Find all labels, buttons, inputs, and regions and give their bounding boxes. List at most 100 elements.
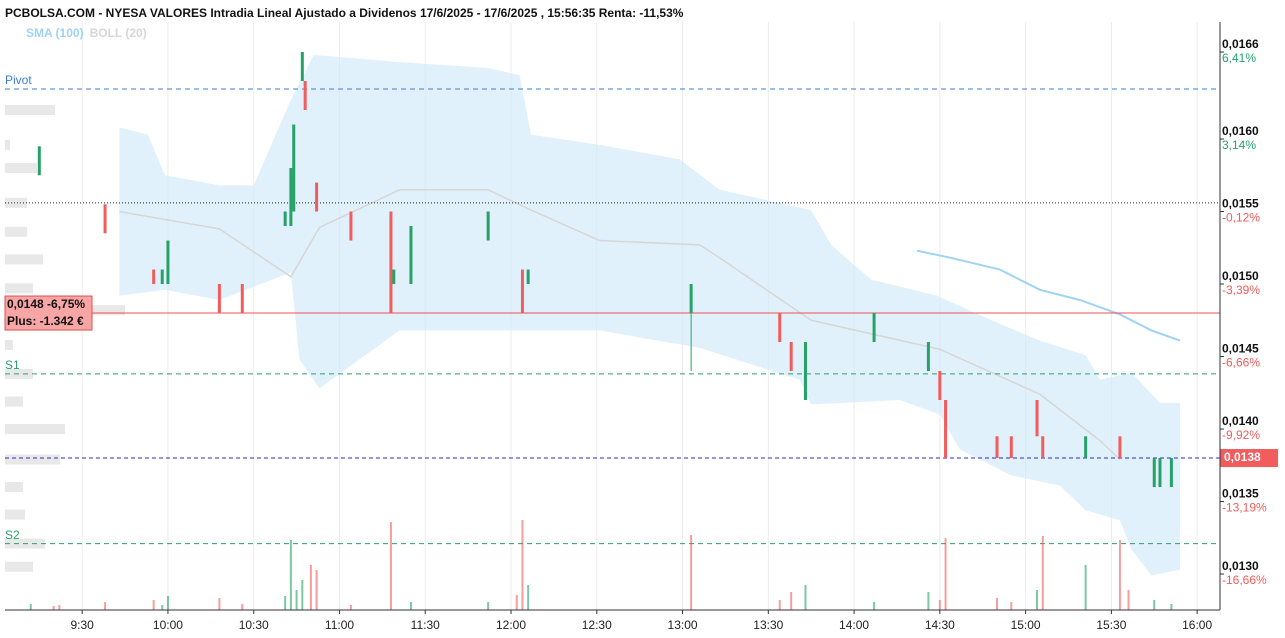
volume-profile-bar: [5, 105, 55, 116]
candle-body: [1084, 436, 1088, 459]
volume-bar: [389, 522, 392, 610]
x-tick-label: 10:00: [153, 618, 183, 632]
candle-body: [1152, 458, 1156, 488]
volume-bar: [804, 585, 807, 610]
candle-body: [409, 226, 413, 285]
position-label: 0,0148 -6,75%: [7, 297, 85, 311]
volume-bar: [521, 520, 524, 610]
volume-profile-bar: [5, 139, 10, 150]
x-tick-label: 15:00: [1011, 618, 1041, 632]
x-tick-label: 16:00: [1182, 618, 1212, 632]
position-plus: Plus: -1.342 €: [7, 314, 84, 328]
x-tick-label: 13:30: [753, 618, 783, 632]
volume-profile-bar: [5, 396, 23, 407]
position-box: [4, 295, 93, 331]
volume-bar: [778, 600, 781, 610]
y-pct-label: -13,19%: [1222, 501, 1267, 515]
candle-body: [300, 52, 304, 82]
volume-bar: [690, 535, 693, 610]
chart-title: PCBOLSA.COM - NYESA VALORES Intradia Lin…: [5, 6, 684, 20]
x-tick-label: 14:30: [925, 618, 955, 632]
volume-bar: [927, 592, 930, 610]
candle-body: [689, 284, 693, 314]
volume-profile-bar: [5, 561, 33, 572]
volume-bar: [166, 596, 169, 610]
candle-body: [803, 342, 807, 401]
y-pct-label: -6,66%: [1222, 356, 1260, 370]
y-tick-label: 0,0140: [1222, 414, 1259, 428]
level-label: S1: [5, 358, 20, 372]
volume-bar: [409, 602, 412, 610]
current-price-tag: [1220, 449, 1278, 468]
volume-bar: [295, 590, 298, 610]
x-tick-label: 15:30: [1096, 618, 1126, 632]
volume-profile-bar: [5, 283, 33, 294]
volume-bar: [873, 602, 876, 610]
volume-bar: [52, 606, 55, 610]
volume-bar: [284, 596, 287, 610]
x-tick-label: 11:00: [325, 618, 354, 632]
x-tick-label: 10:30: [239, 618, 269, 632]
candle-body: [486, 211, 490, 241]
volume-bar: [218, 598, 221, 610]
candle-body: [217, 284, 221, 314]
y-tick-label: 0,0150: [1222, 269, 1259, 283]
candle-body: [1118, 436, 1122, 459]
candle-body: [995, 436, 999, 459]
y-tick-label: 0,0160: [1222, 124, 1259, 138]
volume-bar: [1170, 604, 1173, 610]
y-pct-label: -3,39%: [1222, 283, 1260, 297]
level-label: Pivot: [5, 73, 32, 87]
x-tick-label: 14:00: [839, 618, 869, 632]
x-tick-label: 12:00: [496, 618, 526, 632]
volume-bar: [104, 602, 107, 610]
volume-bar: [289, 540, 292, 610]
bollinger-mid: [119, 189, 1121, 461]
y-pct-label: -16,66%: [1222, 573, 1267, 587]
current-price-label: 0,0138: [1224, 450, 1261, 464]
volume-profile-bar: [5, 482, 23, 493]
sma-line: [916, 249, 1181, 342]
volume-bar: [1036, 590, 1039, 610]
y-pct-label: 3,14%: [1222, 138, 1256, 152]
candle-body: [778, 313, 782, 343]
volume-profile-bar: [5, 163, 37, 174]
candle-body: [1009, 436, 1013, 459]
candle-body: [303, 81, 307, 111]
candle-body: [938, 371, 942, 401]
candle-body: [520, 269, 524, 314]
volume-bar: [315, 570, 318, 610]
y-pct-label: -0,12%: [1222, 211, 1260, 225]
x-tick-label: 11:30: [411, 618, 440, 632]
candle-body: [166, 240, 170, 285]
candle-body: [160, 269, 164, 285]
y-tick-label: 0,0166: [1222, 37, 1259, 51]
candle-body: [1041, 436, 1045, 459]
candle-body: [349, 211, 353, 241]
candle-body: [103, 204, 107, 234]
volume-bar: [58, 605, 61, 610]
candle-body: [926, 342, 930, 372]
y-tick-label: 0,0130: [1222, 559, 1259, 573]
volume-bar: [1118, 540, 1121, 610]
bollinger-band: [119, 54, 1180, 576]
candle-body: [872, 313, 876, 343]
candle-body: [389, 211, 393, 314]
candle-body: [526, 269, 530, 285]
volume-bar: [1041, 536, 1044, 610]
y-tick-label: 0,0135: [1222, 487, 1259, 501]
volume-profile-bar: [5, 509, 25, 520]
volume-bar: [938, 600, 941, 610]
volume-bar: [309, 565, 312, 610]
candle-body: [289, 168, 293, 227]
volume-bar: [349, 605, 352, 610]
legend-entry: BOLL (20): [90, 26, 147, 40]
legend-entry: SMA (100): [26, 26, 84, 40]
candle-body: [315, 182, 319, 212]
candle-body: [1158, 458, 1162, 488]
y-pct-label: -9,92%: [1222, 428, 1260, 442]
volume-profile-bar: [5, 197, 27, 208]
volume-bar: [527, 585, 530, 610]
volume-bar: [29, 604, 32, 610]
